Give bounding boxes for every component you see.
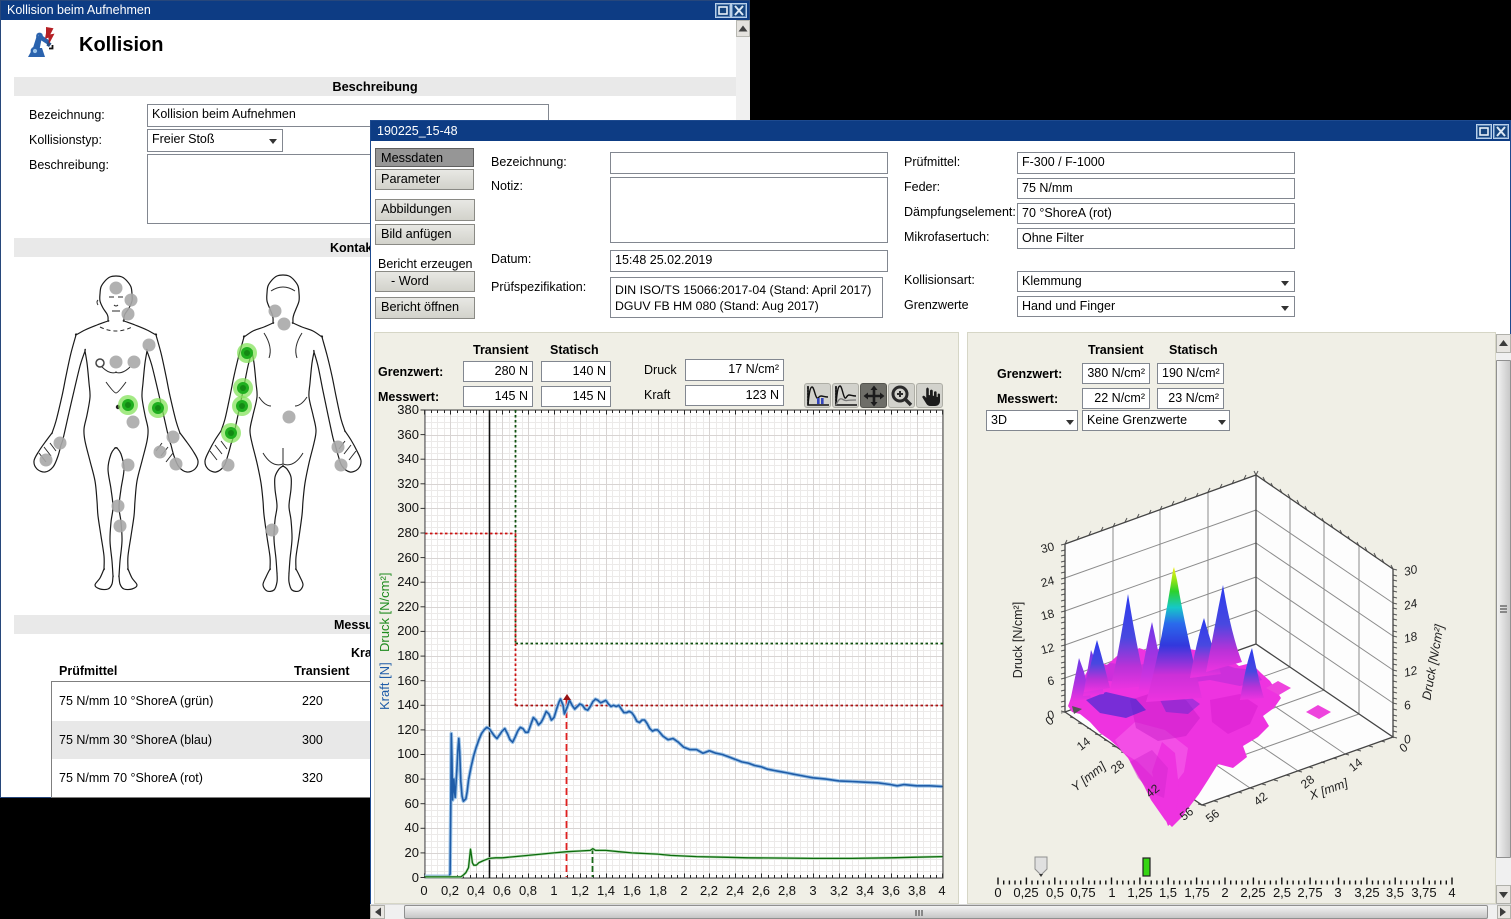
svg-text:14: 14 (1346, 755, 1365, 774)
svg-text:100: 100 (397, 746, 419, 761)
svg-text:3: 3 (809, 883, 816, 898)
svg-text:3,8: 3,8 (908, 883, 926, 898)
svg-text:2: 2 (680, 883, 687, 898)
svg-text:1,75: 1,75 (1184, 885, 1209, 900)
svg-text:2,4: 2,4 (726, 883, 744, 898)
svg-text:2: 2 (1221, 885, 1228, 900)
svg-text:0,8: 0,8 (519, 883, 537, 898)
svg-text:Druck [N/cm²]: Druck [N/cm²] (377, 573, 392, 652)
svg-text:40: 40 (405, 820, 419, 835)
svg-text:2,6: 2,6 (752, 883, 770, 898)
svg-text:3,2: 3,2 (830, 883, 848, 898)
svg-text:1,5: 1,5 (1159, 885, 1177, 900)
svg-text:3,4: 3,4 (856, 883, 874, 898)
svg-text:160: 160 (397, 673, 419, 688)
svg-text:140: 140 (397, 697, 419, 712)
svg-text:280: 280 (397, 525, 419, 540)
svg-text:2,75: 2,75 (1297, 885, 1322, 900)
svg-text:0: 0 (994, 885, 1001, 900)
svg-text:0: 0 (1402, 732, 1412, 747)
svg-text:6: 6 (1046, 673, 1056, 688)
svg-text:30: 30 (1039, 539, 1056, 556)
svg-text:3,75: 3,75 (1411, 885, 1436, 900)
svg-text:24: 24 (1401, 596, 1419, 613)
svg-text:0,25: 0,25 (1013, 885, 1038, 900)
svg-text:360: 360 (397, 427, 419, 442)
svg-text:0,6: 0,6 (493, 883, 511, 898)
svg-text:120: 120 (397, 722, 419, 737)
svg-text:300: 300 (397, 500, 419, 515)
svg-text:3,5: 3,5 (1386, 885, 1404, 900)
svg-text:4: 4 (938, 883, 945, 898)
svg-text:30: 30 (1402, 562, 1419, 579)
svg-text:2,25: 2,25 (1240, 885, 1265, 900)
svg-text:1,2: 1,2 (571, 883, 589, 898)
svg-text:Druck [N/cm²]: Druck [N/cm²] (1420, 623, 1447, 701)
svg-text:0: 0 (420, 883, 427, 898)
svg-text:Y [mm]: Y [mm] (1069, 759, 1109, 795)
svg-text:1,6: 1,6 (623, 883, 641, 898)
svg-text:0,75: 0,75 (1070, 885, 1095, 900)
svg-text:2,5: 2,5 (1273, 885, 1291, 900)
svg-text:20: 20 (405, 845, 419, 860)
svg-text:0: 0 (1046, 707, 1056, 722)
svg-text:260: 260 (397, 550, 419, 565)
svg-text:320: 320 (397, 476, 419, 491)
svg-text:1,4: 1,4 (597, 883, 615, 898)
svg-text:240: 240 (397, 574, 419, 589)
svg-text:Druck [N/cm²]: Druck [N/cm²] (1011, 602, 1025, 678)
svg-text:60: 60 (405, 796, 419, 811)
svg-text:0,5: 0,5 (1046, 885, 1064, 900)
svg-text:56: 56 (1203, 806, 1222, 825)
svg-text:14: 14 (1074, 734, 1093, 753)
svg-text:380: 380 (397, 402, 419, 417)
svg-text:3,6: 3,6 (882, 883, 900, 898)
svg-text:4: 4 (1448, 885, 1455, 900)
svg-text:12: 12 (1039, 640, 1056, 657)
svg-text:180: 180 (397, 648, 419, 663)
svg-text:1: 1 (1108, 885, 1115, 900)
svg-text:200: 200 (397, 623, 419, 638)
svg-text:12: 12 (1402, 663, 1419, 680)
svg-text:80: 80 (405, 771, 419, 786)
svg-text:0,4: 0,4 (467, 883, 485, 898)
svg-text:18: 18 (1039, 606, 1056, 623)
svg-text:0,2: 0,2 (441, 883, 459, 898)
svg-text:2,8: 2,8 (778, 883, 796, 898)
svg-text:3: 3 (1334, 885, 1341, 900)
svg-text:2,2: 2,2 (700, 883, 718, 898)
svg-text:1: 1 (550, 883, 557, 898)
svg-text:6: 6 (1402, 698, 1412, 713)
svg-text:24: 24 (1039, 573, 1056, 590)
svg-text:3,25: 3,25 (1354, 885, 1379, 900)
svg-text:28: 28 (1108, 757, 1127, 776)
svg-text:220: 220 (397, 599, 419, 614)
svg-text:1,8: 1,8 (649, 883, 667, 898)
svg-text:340: 340 (397, 451, 419, 466)
svg-text:0: 0 (412, 870, 419, 885)
svg-text:42: 42 (1251, 789, 1270, 808)
svg-text:Kraft [N]: Kraft [N] (377, 662, 392, 710)
svg-text:1,25: 1,25 (1127, 885, 1152, 900)
svg-text:18: 18 (1402, 629, 1419, 646)
